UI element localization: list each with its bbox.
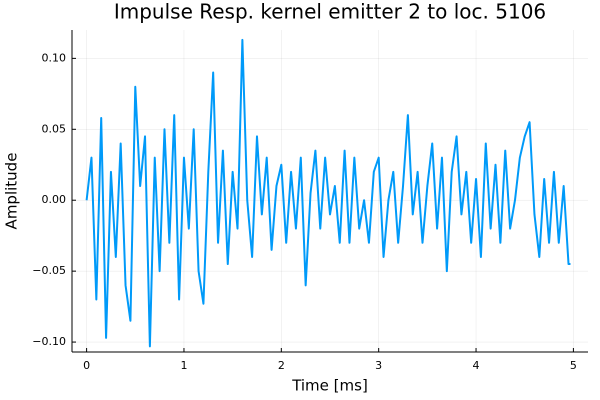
x-axis-label: Time [ms] bbox=[291, 377, 368, 395]
y-tick-label: −0.10 bbox=[32, 335, 66, 348]
y-tick-label: 0.05 bbox=[42, 122, 67, 135]
y-tick-label: −0.05 bbox=[32, 264, 66, 277]
line-series bbox=[85, 38, 571, 348]
chart-title: Impulse Resp. kernel emitter 2 to loc. 5… bbox=[114, 0, 546, 24]
y-axis-label: Amplitude bbox=[3, 153, 21, 230]
x-tick-label: 2 bbox=[278, 359, 285, 372]
x-tick-label: 3 bbox=[375, 359, 382, 372]
x-tick-label: 0 bbox=[83, 359, 90, 372]
y-tick-label: 0.00 bbox=[42, 193, 67, 206]
y-tick-label: 0.10 bbox=[42, 51, 67, 64]
x-tick-label: 5 bbox=[570, 359, 577, 372]
x-tick-label: 4 bbox=[473, 359, 480, 372]
x-tick-label: 1 bbox=[180, 359, 187, 372]
